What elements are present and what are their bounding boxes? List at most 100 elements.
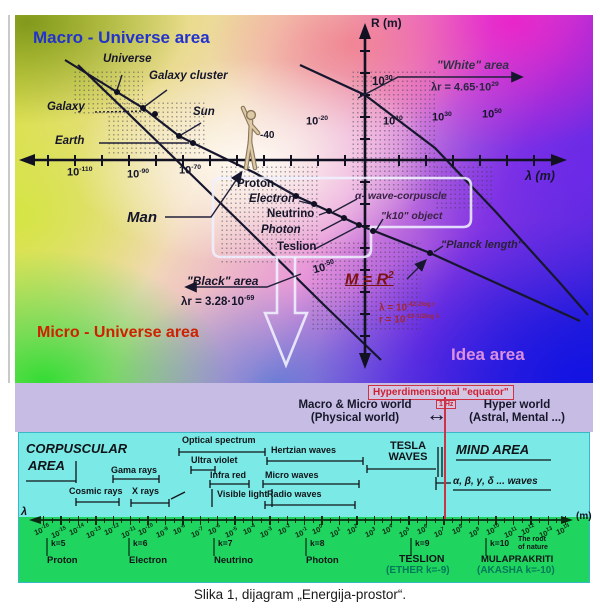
axis-tick: [425, 516, 428, 525]
spectrum-axis-ticks: 10-16 10-15 10-14 10-13 10-12 10-11 10-10 10-9 1…: [19, 433, 591, 584]
spectrum-panel: 10-16 10-15 10-14 10-13 10-12 10-11 10-10 10-9 1…: [18, 432, 592, 584]
k8-value: k=8: [310, 538, 325, 548]
axis-tick-minor: [51, 518, 53, 523]
axis-tick-minor: [556, 518, 558, 523]
k8-name: Photon: [306, 555, 339, 566]
lambda-axis-label: λ (m): [525, 169, 555, 183]
axis-tick: [373, 516, 375, 525]
axis-exponent-label: 103: [363, 526, 376, 540]
axis-exponent-label: 10-16: [32, 522, 51, 538]
r-axis: [359, 23, 371, 369]
axis-exponent-label: 101: [328, 526, 342, 540]
equator-title: Hyperdimensional "equator": [368, 385, 514, 400]
left-border-line: [8, 15, 10, 383]
planck-length-label: "Planck length": [441, 239, 523, 251]
axis-tick-minor: [504, 518, 506, 523]
axis-tick-minor: [121, 518, 123, 523]
axis-exponent-label: 10-4: [241, 522, 256, 537]
black-area-label: "Black" area: [187, 274, 259, 288]
axis-exponent-label: 105: [398, 526, 411, 540]
k7-value: k=7: [218, 538, 233, 548]
hyper-world-label: Hyper world (Astral, Mental ...): [461, 399, 573, 425]
axis-tick: [338, 516, 341, 525]
dotted-texture: [435, 165, 495, 210]
figure-caption: Slika 1, dijagram „Energija-prostor“.: [193, 587, 407, 602]
tesla-waves-label: TESLA WAVES: [382, 441, 434, 463]
man-label: Man: [127, 209, 157, 226]
k9-value: k=9: [415, 538, 430, 548]
axis-tick-minor: [364, 518, 366, 523]
h-tick-10e-70: 10-70: [179, 164, 202, 177]
axis-tick: [547, 516, 549, 525]
axis-exponent-label: 107: [432, 526, 446, 540]
mind-area-label: MIND AREA: [456, 442, 530, 457]
axis-exponent-label: 100: [311, 523, 324, 537]
equator-vertical-line: [444, 397, 446, 519]
axis-tick: [164, 516, 167, 525]
axis-tick: [234, 516, 236, 525]
axis-tick-minor: [173, 518, 175, 523]
r-axis-label: R (m): [371, 16, 402, 30]
axis-exponent-label: 109: [467, 526, 481, 540]
axis-exponent-label: 10-14: [67, 522, 85, 538]
ultra-violet-label: Ultra violet: [191, 455, 238, 465]
axis-exponent-label: 102: [345, 523, 359, 537]
axis-tick-minor: [347, 518, 349, 523]
h-tick-10e-90: 10-90: [127, 168, 150, 181]
mind-waves-label: α, β, γ, δ ... waves: [453, 476, 538, 487]
axis-tick: [95, 516, 97, 525]
k10-object-label: "k10" object: [381, 210, 443, 222]
axis-exponent-label: 1012: [520, 522, 536, 537]
white-area-formula: λr = 4.65·1029: [431, 81, 499, 94]
corpuscular-area-line1: CORPUSCULAR: [26, 441, 128, 456]
white-frame: [211, 176, 473, 259]
galaxy-cluster-label: Galaxy cluster: [149, 70, 228, 82]
spectrum-lambda-symbol: λ: [21, 506, 28, 518]
lambda-axis: [19, 154, 567, 166]
axis-tick: [460, 516, 462, 525]
k9-sub: (ETHER k=-9): [386, 565, 450, 576]
axis-tick-minor: [312, 518, 314, 523]
axis-exponent-label: 10-10: [137, 522, 155, 538]
h-tick-10e-20: 10-20: [306, 115, 329, 128]
axis-tick: [443, 516, 445, 525]
axis-tick: [182, 516, 184, 525]
axis-tick-minor: [103, 518, 105, 523]
cosmic-rays-label: Cosmic rays: [69, 486, 123, 496]
axis-tick-minor: [190, 518, 192, 523]
axis-tick: [269, 516, 271, 525]
axis-tick: [77, 516, 80, 525]
sun-label: Sun: [193, 106, 215, 118]
galaxy-label: Galaxy: [47, 101, 85, 113]
infra-red-label: Infra red: [210, 470, 247, 480]
h-tick-minus40: -40: [260, 130, 275, 141]
optical-spectrum-label: Optical spectrum: [182, 435, 256, 445]
axis-tick: [565, 516, 567, 525]
diagram-artwork: [19, 23, 589, 369]
visible-light-label: Visible light: [217, 489, 268, 499]
k7-name: Neutrino: [214, 555, 254, 566]
axis-tick-minor: [451, 518, 453, 523]
axis-tick-minor: [399, 518, 401, 523]
physical-world-line2: (Physical world): [310, 412, 400, 425]
axis-exponent-label: 106: [415, 523, 429, 537]
down-arrow-outline: [263, 257, 309, 369]
spectrum-artwork: [26, 447, 573, 556]
universe-label: Universe: [103, 53, 152, 65]
earth-label: Earth: [55, 135, 85, 147]
h-tick-10e30: 1030: [432, 111, 452, 124]
axis-tick: [43, 516, 45, 525]
k5-value: k=5: [51, 538, 66, 548]
electron-label: Electron: [249, 193, 296, 205]
axis-tick: [286, 516, 288, 525]
idea-area-label: Idea area: [451, 345, 525, 364]
physical-world-line1: Macro & Micro world: [298, 399, 412, 411]
m-r2-formula: M = R2: [345, 270, 394, 289]
axis-tick: [321, 516, 323, 525]
k10-name: MULAPRAKRITI: [481, 554, 554, 565]
k10-note1: The root: [518, 536, 546, 543]
energy-space-diagram: Macro - Universe area R (m) "White" area…: [15, 15, 593, 383]
label-connectors: [94, 71, 524, 293]
axis-tick: [112, 516, 114, 525]
axis-exponent-label: 10-9: [154, 525, 169, 540]
